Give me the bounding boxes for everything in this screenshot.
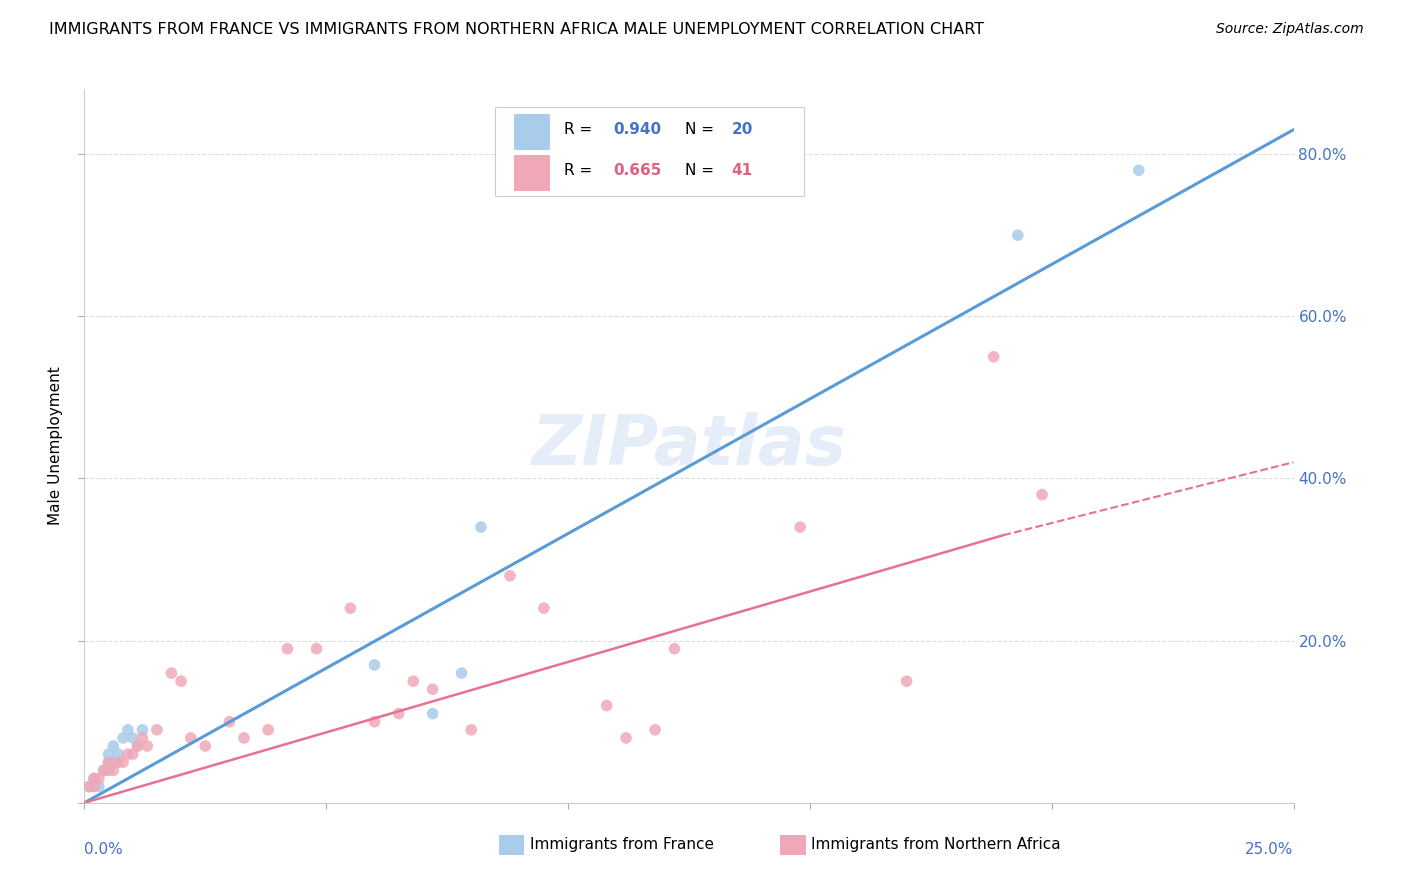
Point — [131, 731, 153, 745]
Point — [87, 780, 110, 794]
Point — [117, 723, 139, 737]
Point — [136, 739, 159, 753]
Point — [103, 756, 125, 770]
Point — [170, 674, 193, 689]
Point — [305, 641, 328, 656]
Point — [103, 739, 125, 753]
Point — [363, 657, 385, 672]
Point — [983, 350, 1005, 364]
Text: N =: N = — [685, 122, 720, 137]
Point — [87, 772, 110, 786]
Point — [422, 706, 444, 721]
Point — [614, 731, 637, 745]
Point — [218, 714, 240, 729]
Text: Immigrants from Northern Africa: Immigrants from Northern Africa — [811, 838, 1062, 852]
Point — [117, 747, 139, 761]
Point — [112, 756, 135, 770]
Point — [533, 601, 555, 615]
Point — [363, 714, 385, 729]
Point — [160, 666, 183, 681]
Point — [896, 674, 918, 689]
Point — [97, 756, 120, 770]
Point — [146, 723, 169, 737]
Point — [131, 723, 153, 737]
Point — [644, 723, 666, 737]
Text: 25.0%: 25.0% — [1246, 842, 1294, 857]
Point — [596, 698, 619, 713]
Point — [276, 641, 298, 656]
Point — [664, 641, 686, 656]
Text: IMMIGRANTS FROM FRANCE VS IMMIGRANTS FROM NORTHERN AFRICA MALE UNEMPLOYMENT CORR: IMMIGRANTS FROM FRANCE VS IMMIGRANTS FRO… — [49, 22, 984, 37]
Point — [97, 747, 120, 761]
Point — [93, 764, 115, 778]
FancyBboxPatch shape — [495, 107, 804, 196]
Text: ZIPatlas: ZIPatlas — [531, 412, 846, 480]
Text: Source: ZipAtlas.com: Source: ZipAtlas.com — [1216, 22, 1364, 37]
Point — [107, 756, 129, 770]
Text: R =: R = — [564, 122, 598, 137]
Point — [83, 772, 105, 786]
Text: R =: R = — [564, 163, 598, 178]
Point — [1007, 228, 1029, 243]
Point — [121, 731, 143, 745]
Point — [460, 723, 482, 737]
Point — [112, 731, 135, 745]
Point — [103, 764, 125, 778]
Point — [194, 739, 217, 753]
Point — [97, 764, 120, 778]
Point — [77, 780, 100, 794]
Point — [1128, 163, 1150, 178]
Point — [388, 706, 411, 721]
Point — [77, 780, 100, 794]
Point — [93, 764, 115, 778]
Point — [180, 731, 202, 745]
Point — [83, 772, 105, 786]
Text: N =: N = — [685, 163, 720, 178]
Point — [257, 723, 280, 737]
Point — [1031, 488, 1053, 502]
Point — [422, 682, 444, 697]
Point — [121, 747, 143, 761]
Point — [83, 780, 105, 794]
Point — [127, 739, 149, 753]
Bar — [513, 155, 550, 191]
Text: 0.940: 0.940 — [613, 122, 661, 137]
Text: 0.0%: 0.0% — [84, 842, 124, 857]
Point — [450, 666, 472, 681]
Point — [97, 756, 120, 770]
Y-axis label: Male Unemployment: Male Unemployment — [48, 367, 63, 525]
Point — [402, 674, 425, 689]
Point — [499, 568, 522, 582]
Point — [339, 601, 361, 615]
Point — [127, 739, 149, 753]
Text: 0.665: 0.665 — [613, 163, 661, 178]
Point — [233, 731, 256, 745]
Point — [470, 520, 492, 534]
Bar — [513, 114, 550, 150]
Point — [107, 747, 129, 761]
Point — [789, 520, 811, 534]
Text: 41: 41 — [731, 163, 752, 178]
Text: 20: 20 — [731, 122, 752, 137]
Text: Immigrants from France: Immigrants from France — [530, 838, 714, 852]
